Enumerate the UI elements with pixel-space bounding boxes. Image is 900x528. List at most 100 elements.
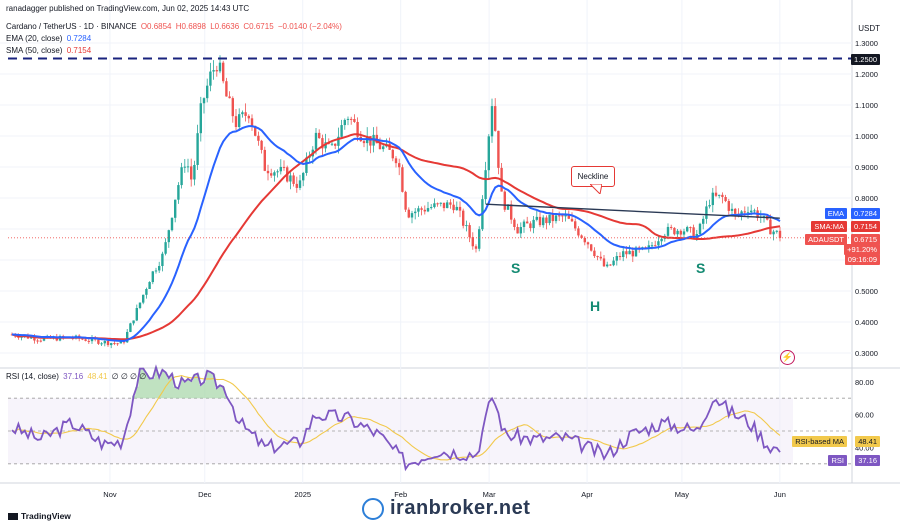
- candle-body: [276, 171, 279, 173]
- candle-body: [270, 173, 273, 176]
- price-tick-label: 1.3000: [855, 39, 878, 48]
- candle-body: [705, 206, 708, 219]
- candle-body: [202, 98, 206, 104]
- rsi-legend-value: 37.16: [63, 372, 84, 381]
- head-label: H: [590, 298, 601, 314]
- symbol-legend[interactable]: Cardano / TetherUS · 1D · BINANCE O0.685…: [6, 21, 342, 32]
- candle-body: [206, 85, 209, 99]
- candle-body: [762, 215, 766, 217]
- time-tick-label: Dec: [198, 490, 212, 499]
- candle-body: [602, 258, 606, 267]
- candle-body: [87, 340, 90, 342]
- candle-body: [225, 81, 228, 97]
- rsi-ma-name-tag: RSI-based MA: [792, 436, 847, 447]
- rsi-legend[interactable]: RSI (14, close) 37.16 48.41 ∅ ∅ ∅ ∅: [6, 371, 146, 382]
- right-shoulder-label: S: [696, 260, 706, 276]
- candle-body: [468, 225, 471, 238]
- rsi-na-values: ∅ ∅ ∅ ∅: [111, 372, 147, 381]
- candle-body: [113, 343, 116, 345]
- candle-body: [394, 158, 398, 164]
- candle-body: [295, 183, 298, 188]
- sma-name-tag: SMA:MA: [811, 221, 847, 232]
- candle-body: [734, 208, 737, 214]
- candle-body: [282, 166, 286, 168]
- left-shoulder-label: S: [511, 260, 521, 276]
- candle-body: [103, 341, 106, 344]
- ohlc-open: O0.6854: [140, 22, 172, 31]
- candle-body: [458, 206, 462, 211]
- neckline: [485, 203, 780, 219]
- time-tick-label: Jun: [774, 490, 786, 499]
- candle-body: [97, 339, 100, 344]
- candle-body: [266, 170, 270, 174]
- candle-body: [298, 180, 302, 188]
- candle-body: [343, 119, 346, 126]
- candle-body: [775, 230, 778, 232]
- candle-body: [711, 192, 714, 206]
- candle-body: [391, 149, 394, 159]
- candle-body: [442, 202, 446, 209]
- resistance-price-tag: 1.2500: [851, 54, 880, 65]
- candle-body: [174, 199, 177, 218]
- candle-body: [702, 218, 705, 224]
- time-tick-label: May: [675, 490, 689, 499]
- candle-body: [398, 163, 401, 168]
- candle-body: [247, 115, 250, 119]
- rsi-tick-label: 80.00: [855, 378, 874, 387]
- candle-body: [292, 175, 295, 184]
- candle-body: [721, 194, 724, 198]
- rsi-ma-legend-value: 48.41: [87, 372, 108, 381]
- tradingview-logo[interactable]: TradingView: [8, 511, 71, 521]
- candle-body: [158, 266, 161, 271]
- candle-body: [110, 343, 113, 346]
- ohlc-close: C0.6715: [243, 22, 274, 31]
- candle-body: [529, 223, 532, 229]
- candle-body: [164, 242, 167, 254]
- candle-body: [727, 201, 730, 211]
- ohlc-low: L0.6636: [210, 22, 240, 31]
- candle-body: [36, 340, 39, 342]
- candle-body: [609, 264, 612, 266]
- candle-body: [506, 204, 510, 210]
- candle-body: [378, 143, 382, 150]
- price-tick-label: 0.3000: [855, 349, 878, 358]
- candle-body: [234, 116, 238, 128]
- time-tick-label: 2025: [294, 490, 311, 499]
- lightning-icon[interactable]: ⚡: [780, 350, 795, 365]
- sma-legend-label: SMA (50, close): [6, 46, 63, 55]
- candle-body: [209, 71, 212, 86]
- time-tick-label: Apr: [581, 490, 593, 499]
- ema-line: [11, 125, 781, 343]
- candle-body: [718, 194, 721, 196]
- candle-body: [612, 260, 615, 266]
- candle-body: [548, 214, 551, 224]
- sma-legend-value: 0.7154: [66, 46, 92, 55]
- candle-body: [212, 70, 215, 72]
- candle-body: [177, 185, 180, 200]
- candle-body: [321, 138, 324, 149]
- candle-body: [465, 225, 468, 227]
- candle-body: [334, 143, 337, 146]
- bar-countdown-tag: 09:16:09: [844, 254, 880, 265]
- candle-body: [570, 218, 574, 222]
- candle-body: [356, 121, 359, 137]
- candle-body: [580, 235, 583, 238]
- ema-legend[interactable]: EMA (20, close) 0.7284: [6, 33, 91, 44]
- candle-body: [673, 227, 676, 235]
- candle-body: [516, 227, 519, 234]
- candle-body: [318, 132, 321, 139]
- candle-body: [698, 223, 702, 235]
- time-tick-label: Mar: [483, 490, 496, 499]
- candle-body: [42, 337, 46, 341]
- candle-body: [84, 339, 87, 341]
- symbol-name-tag: ADAUSDT: [805, 234, 847, 245]
- candle-body: [519, 227, 522, 234]
- candle-body: [686, 227, 689, 232]
- candle-body: [497, 130, 500, 168]
- price-tick-label: 0.8000: [855, 194, 878, 203]
- candle-body: [778, 230, 782, 238]
- candle-body: [692, 227, 695, 239]
- sma-legend[interactable]: SMA (50, close) 0.7154: [6, 45, 91, 56]
- candle-body: [314, 132, 318, 150]
